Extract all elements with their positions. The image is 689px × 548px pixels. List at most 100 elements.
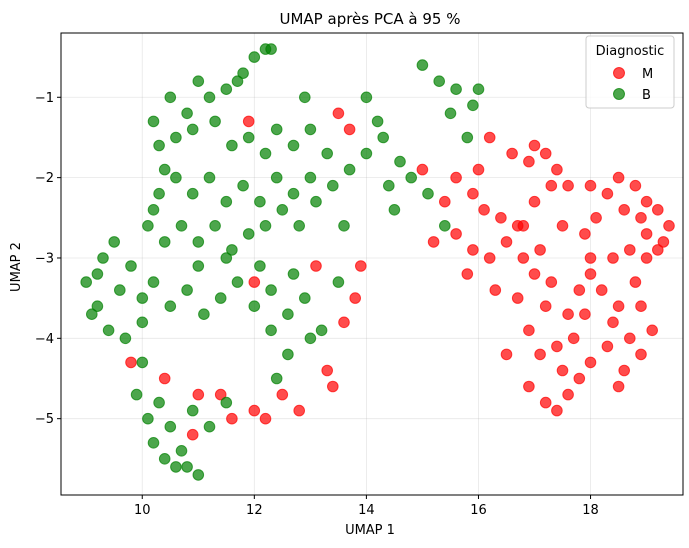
legend-label-m: M bbox=[642, 67, 653, 82]
point-b bbox=[108, 236, 120, 248]
point-b bbox=[125, 260, 137, 272]
x-tick-label: 18 bbox=[582, 503, 599, 518]
point-m bbox=[450, 228, 462, 240]
point-b bbox=[405, 171, 418, 184]
point-m bbox=[657, 236, 670, 248]
point-b bbox=[170, 131, 182, 144]
legend-marker-b bbox=[613, 88, 625, 100]
plot-frame bbox=[60, 32, 684, 496]
point-m bbox=[573, 372, 586, 385]
point-m bbox=[500, 236, 513, 248]
point-b bbox=[97, 252, 109, 264]
point-m bbox=[248, 404, 261, 417]
point-b bbox=[371, 115, 384, 128]
point-b bbox=[198, 308, 210, 321]
point-b bbox=[287, 268, 300, 280]
point-m bbox=[618, 204, 631, 216]
point-b bbox=[332, 276, 345, 288]
point-m bbox=[579, 228, 591, 240]
point-m bbox=[624, 332, 636, 345]
point-m bbox=[450, 171, 462, 184]
point-b bbox=[237, 179, 249, 192]
point-b bbox=[416, 59, 429, 71]
point-b bbox=[102, 324, 115, 337]
point-b bbox=[270, 123, 283, 136]
point-b bbox=[164, 420, 177, 433]
point-b bbox=[147, 437, 160, 449]
point-b bbox=[203, 420, 216, 433]
point-b bbox=[158, 163, 171, 176]
point-m bbox=[310, 260, 322, 272]
point-b bbox=[338, 220, 350, 232]
point-m bbox=[607, 252, 619, 264]
point-b bbox=[467, 99, 479, 112]
point-b bbox=[147, 276, 160, 288]
point-b bbox=[91, 300, 104, 313]
point-b bbox=[310, 195, 322, 208]
point-m bbox=[259, 412, 272, 425]
point-b bbox=[130, 388, 143, 401]
point-b bbox=[203, 171, 216, 184]
point-b bbox=[444, 107, 457, 120]
point-b bbox=[226, 244, 238, 256]
point-m bbox=[517, 252, 530, 264]
point-m bbox=[528, 139, 541, 152]
point-m bbox=[539, 300, 552, 313]
point-m bbox=[584, 268, 597, 280]
point-m bbox=[635, 212, 647, 224]
series-b bbox=[80, 43, 485, 481]
point-b bbox=[242, 228, 255, 240]
point-b bbox=[439, 220, 451, 232]
point-m bbox=[640, 195, 653, 208]
point-m bbox=[327, 380, 339, 393]
point-m bbox=[489, 284, 502, 296]
point-m bbox=[612, 380, 625, 393]
point-m bbox=[629, 276, 642, 288]
point-m bbox=[338, 316, 350, 329]
y-axis-label: UMAP 2 bbox=[9, 242, 24, 292]
point-m bbox=[551, 404, 563, 417]
point-m bbox=[618, 364, 631, 377]
point-b bbox=[203, 91, 216, 104]
point-b bbox=[388, 204, 401, 216]
point-m bbox=[192, 388, 205, 401]
point-m bbox=[562, 179, 574, 192]
point-b bbox=[383, 179, 395, 192]
point-m bbox=[556, 364, 569, 377]
point-b bbox=[91, 268, 104, 280]
point-b bbox=[158, 453, 171, 465]
point-b bbox=[175, 220, 188, 232]
point-m bbox=[214, 388, 227, 401]
point-b bbox=[304, 171, 317, 184]
x-axis-label: UMAP 1 bbox=[345, 523, 395, 538]
point-m bbox=[635, 300, 647, 313]
point-b bbox=[282, 308, 294, 321]
x-axis-ticks: 10 12 14 16 18 bbox=[134, 495, 599, 518]
point-b bbox=[265, 324, 277, 337]
point-b bbox=[254, 260, 266, 272]
point-m bbox=[562, 388, 574, 401]
point-b bbox=[304, 123, 317, 136]
legend-marker-m bbox=[613, 67, 625, 79]
point-m bbox=[439, 195, 451, 208]
point-m bbox=[467, 244, 479, 256]
point-b bbox=[214, 292, 227, 304]
point-b bbox=[343, 163, 356, 176]
point-m bbox=[595, 284, 608, 296]
point-b bbox=[147, 204, 160, 216]
point-b bbox=[164, 300, 177, 313]
point-m bbox=[248, 276, 261, 288]
point-b bbox=[136, 292, 149, 304]
legend-box bbox=[585, 35, 675, 109]
point-m bbox=[584, 179, 597, 192]
x-tick-label: 14 bbox=[358, 503, 375, 518]
point-m bbox=[186, 428, 199, 441]
point-b bbox=[209, 220, 221, 232]
point-m bbox=[242, 115, 255, 128]
point-m bbox=[427, 236, 440, 248]
point-m bbox=[534, 244, 546, 256]
point-b bbox=[276, 204, 289, 216]
grid-lines bbox=[61, 33, 683, 495]
point-m bbox=[601, 187, 614, 200]
